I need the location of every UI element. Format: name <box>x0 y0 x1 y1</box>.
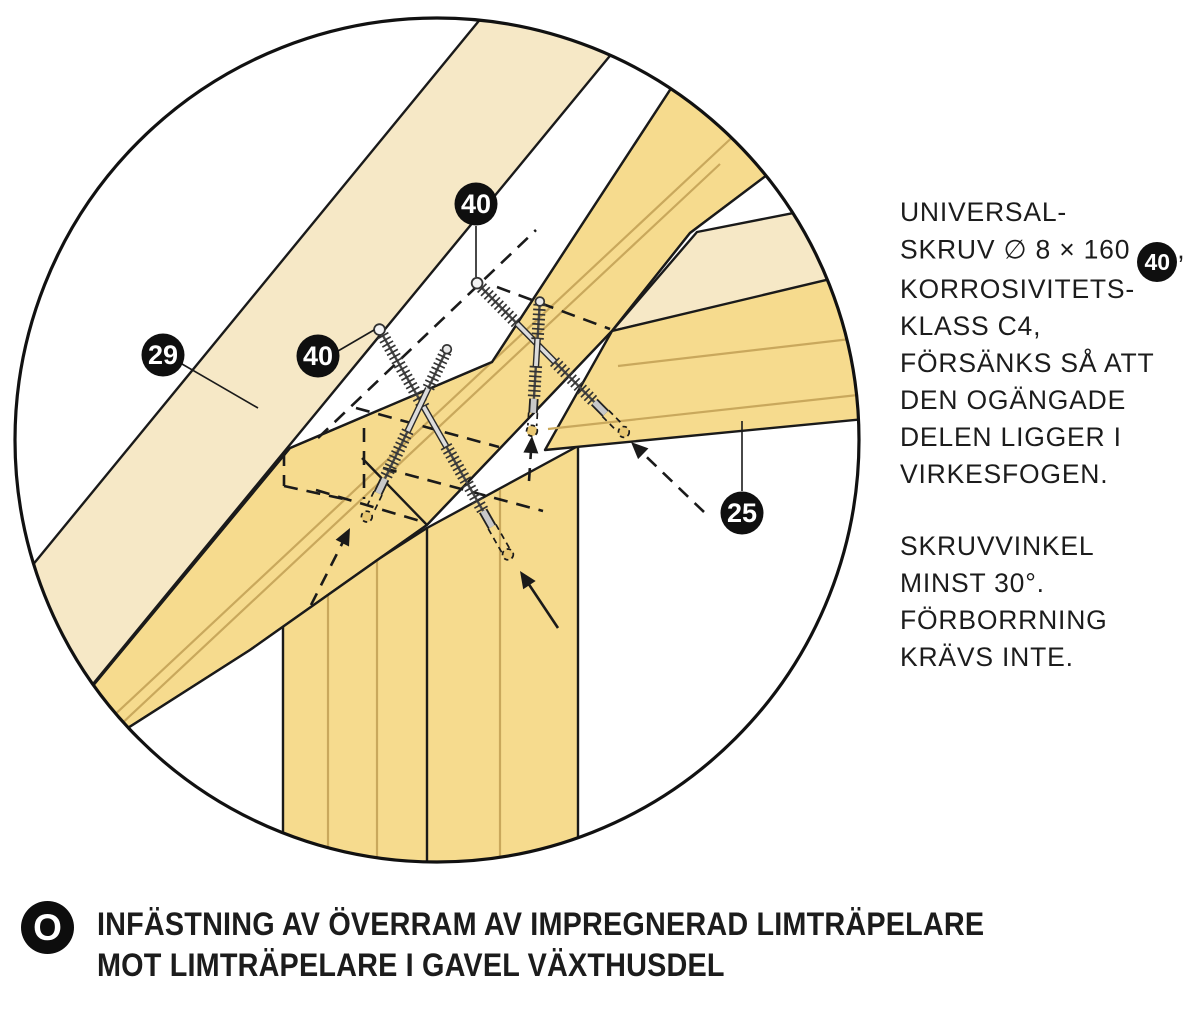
note-line: SKRUVVINKEL <box>900 531 1095 561</box>
note-line: KLASS C4, <box>900 311 1042 341</box>
caption-line-2: MOT LIMTRÄPELARE I GAVEL VÄXTHUSDEL <box>97 947 725 983</box>
screw-head-icon <box>373 323 386 336</box>
note-line: MINST 30°. <box>900 568 1045 598</box>
screw-end-icon <box>534 296 546 307</box>
badge-40-left: 40 <box>303 341 333 371</box>
note-paragraph-angle: SKRUVVINKEL MINST 30°. FÖRBORRNING KRÄVS… <box>900 528 1200 676</box>
badge-40-top: 40 <box>461 189 491 219</box>
note-line: UNIVERSAL- <box>900 197 1068 227</box>
note-panel: UNIVERSAL- SKRUV ∅ 8 × 160 40, KORROSIVIT… <box>900 194 1200 676</box>
badge-29: 29 <box>148 340 178 370</box>
callout-29: 29 <box>141 333 259 409</box>
caption-line-1: INFÄSTNING AV ÖVERRAM AV IMPREGNERAD LIM… <box>97 906 985 942</box>
insertion-arrow-icon <box>309 528 350 606</box>
caption-badge: O <box>21 901 74 954</box>
note-paragraph-screw: UNIVERSAL- SKRUV ∅ 8 × 160 40, KORROSIVIT… <box>900 194 1200 493</box>
note-line: KRÄVS INTE. <box>900 642 1074 672</box>
caption-text: INFÄSTNING AV ÖVERRAM AV IMPREGNERAD LIM… <box>97 901 984 986</box>
note-line: DEN OGÄNGADE <box>900 385 1127 415</box>
note-line: VIRKESFOGEN. <box>900 459 1109 489</box>
badge-25: 25 <box>727 498 757 528</box>
insertion-arrow-icon <box>523 436 539 482</box>
badge-40-inline: 40 <box>1137 242 1178 282</box>
callout-25: 25 <box>720 421 764 535</box>
note-line-with-badge: SKRUV ∅ 8 × 160 40, <box>900 231 1200 282</box>
universal-screws <box>360 276 631 561</box>
note-line: FÖRBORRNING <box>900 605 1108 635</box>
figure-circle <box>13 16 861 864</box>
insertion-arrows <box>309 436 705 629</box>
note-line: KORROSIVITETS- <box>900 274 1136 304</box>
screw-head-icon <box>470 276 484 290</box>
note-line: DELEN LIGGER I <box>900 422 1122 452</box>
universal-screw <box>360 344 453 523</box>
universal-screw <box>525 296 546 437</box>
joint-detail-drawing: 40 40 29 25 <box>13 16 861 864</box>
end-cut-edge <box>361 457 428 526</box>
screw-end-icon <box>441 344 453 355</box>
note-line: FÖRSÄNKS SÅ ATT <box>900 348 1155 378</box>
caption: O INFÄSTNING AV ÖVERRAM AV IMPREGNERAD L… <box>21 901 1083 986</box>
callout-40-top: 40 <box>454 182 498 277</box>
insertion-arrow-icon <box>631 442 705 513</box>
callout-40-left: 40 <box>296 329 375 378</box>
insertion-arrow-icon <box>520 571 560 629</box>
universal-screw <box>373 323 515 561</box>
